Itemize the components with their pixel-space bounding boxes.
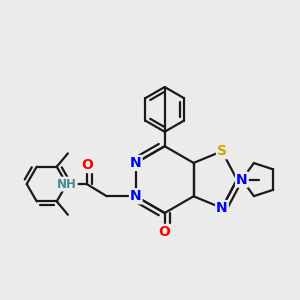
Text: N: N — [216, 201, 228, 215]
Text: NH: NH — [57, 178, 77, 190]
Text: O: O — [81, 158, 93, 172]
Text: O: O — [159, 225, 171, 239]
Text: N: N — [130, 189, 142, 203]
Text: N: N — [130, 156, 142, 170]
Text: S: S — [217, 144, 227, 158]
Text: N: N — [236, 172, 248, 187]
